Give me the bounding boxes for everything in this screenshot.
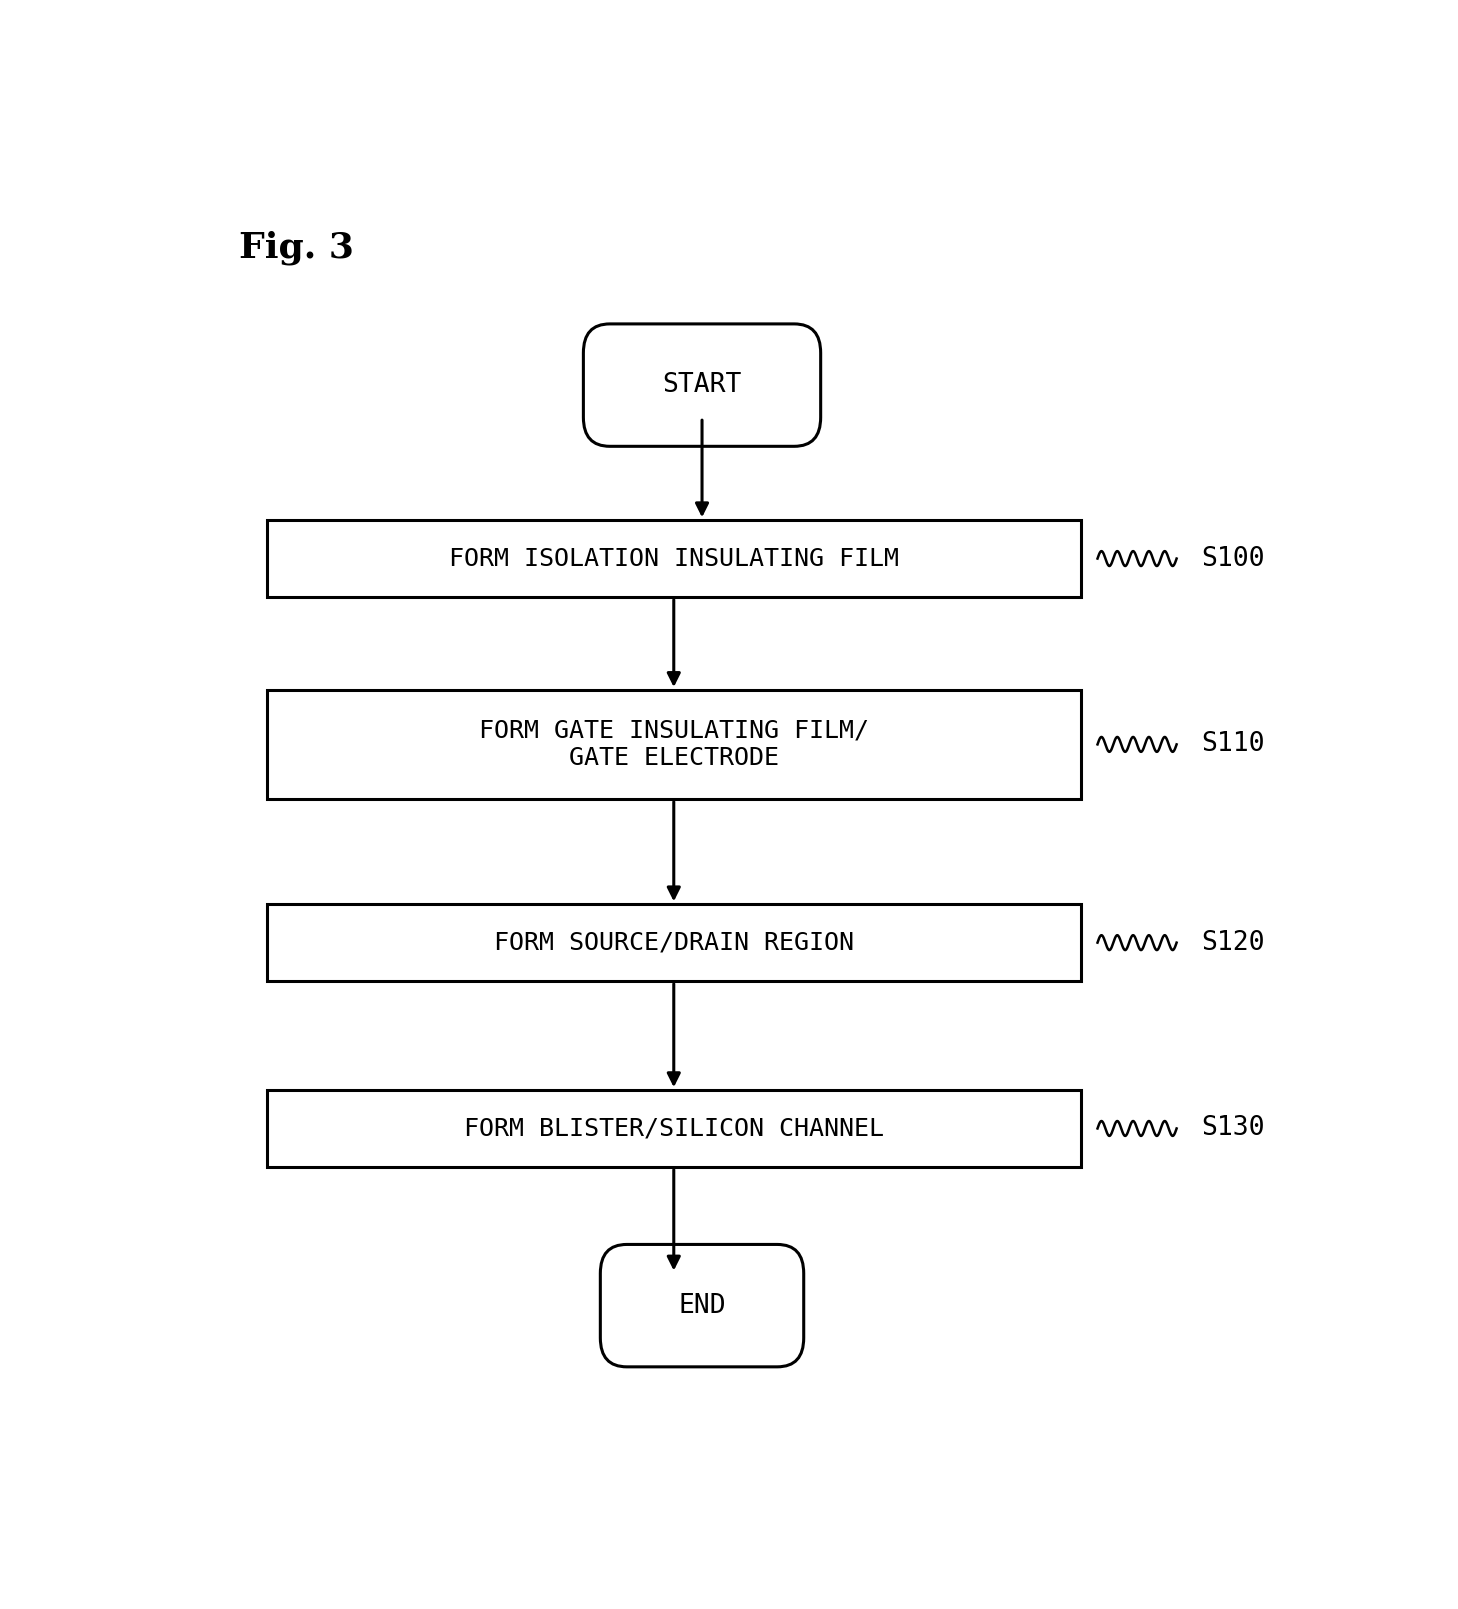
Text: Fig. 3: Fig. 3 [239, 230, 354, 265]
Text: FORM ISOLATION INSULATING FILM: FORM ISOLATION INSULATING FILM [449, 547, 898, 571]
Text: S110: S110 [1201, 732, 1266, 758]
Text: FORM GATE INSULATING FILM/
GATE ELECTRODE: FORM GATE INSULATING FILM/ GATE ELECTROD… [478, 719, 869, 771]
Text: S130: S130 [1201, 1115, 1266, 1141]
Bar [267, 520, 1080, 597]
FancyBboxPatch shape [583, 323, 821, 446]
Text: START: START [662, 372, 742, 397]
FancyBboxPatch shape [601, 1244, 803, 1366]
Text: FORM BLISTER/SILICON CHANNEL: FORM BLISTER/SILICON CHANNEL [464, 1117, 884, 1141]
Text: FORM SOURCE/DRAIN REGION: FORM SOURCE/DRAIN REGION [494, 930, 854, 954]
Bar [267, 690, 1080, 800]
Text: S100: S100 [1201, 545, 1266, 571]
Text: END: END [678, 1292, 726, 1319]
Bar [267, 904, 1080, 981]
Text: S120: S120 [1201, 930, 1266, 956]
Bar [267, 1089, 1080, 1167]
